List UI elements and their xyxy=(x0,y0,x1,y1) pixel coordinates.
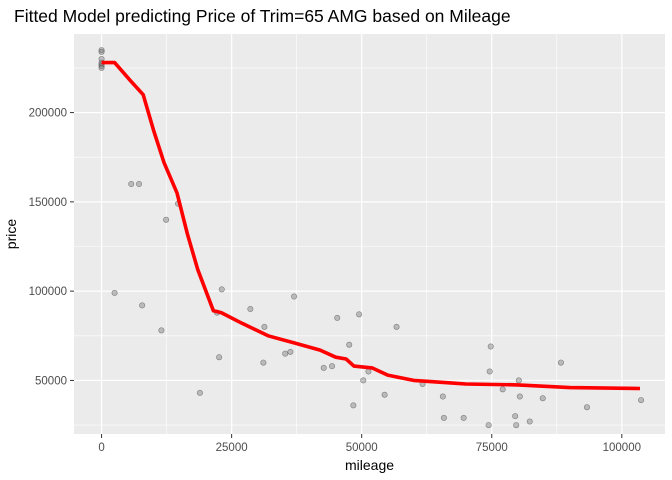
data-point xyxy=(526,418,533,425)
x-tick-label: 50000 xyxy=(346,442,378,454)
fitted-line xyxy=(101,60,641,391)
data-point xyxy=(98,64,105,71)
data-point xyxy=(260,359,267,366)
data-point xyxy=(460,414,467,421)
axes: 0 25000 50000 75000 100000 50000 100000 150000 2… xyxy=(3,108,641,473)
y-tick-label: 100000 xyxy=(29,286,67,298)
data-point xyxy=(516,393,523,400)
data-point xyxy=(139,302,146,309)
data-point xyxy=(439,393,446,400)
data-point xyxy=(218,286,225,293)
y-axis-title: price xyxy=(3,219,19,250)
data-point xyxy=(583,404,590,411)
data-point xyxy=(247,305,254,312)
data-point xyxy=(282,350,289,357)
y-tick-label: 50000 xyxy=(35,375,67,387)
x-axis-title: mileage xyxy=(345,457,394,473)
data-point xyxy=(512,413,519,420)
x-tick-label: 25000 xyxy=(216,442,248,454)
data-point xyxy=(356,311,363,318)
data-point xyxy=(381,391,388,398)
data-point xyxy=(128,181,135,188)
data-point xyxy=(539,395,546,402)
data-point xyxy=(291,293,298,300)
data-point xyxy=(485,422,492,429)
data-point xyxy=(98,48,105,55)
data-point xyxy=(158,327,165,334)
data-point xyxy=(136,181,143,188)
y-tick-label: 150000 xyxy=(29,197,67,209)
data-point xyxy=(515,377,522,384)
y-tick-label: 200000 xyxy=(29,108,67,120)
data-points xyxy=(98,47,645,429)
data-point xyxy=(261,323,268,330)
data-point xyxy=(216,354,223,361)
data-point xyxy=(111,289,118,296)
data-point xyxy=(98,47,105,54)
data-point xyxy=(487,343,494,350)
data-point xyxy=(499,386,506,393)
data-point xyxy=(329,363,336,370)
data-point xyxy=(360,377,367,384)
data-point xyxy=(320,364,327,371)
data-point xyxy=(513,422,520,429)
x-tick-label: 0 xyxy=(98,442,104,454)
data-point xyxy=(163,216,170,223)
data-point xyxy=(638,397,645,404)
data-point xyxy=(440,414,447,421)
data-point xyxy=(334,314,341,321)
fitted-line-layer xyxy=(101,60,641,391)
data-point xyxy=(346,341,353,348)
data-point xyxy=(393,323,400,330)
x-tick-label: 100000 xyxy=(603,442,641,454)
data-point xyxy=(350,402,357,409)
data-point xyxy=(486,368,493,375)
data-point xyxy=(287,348,294,355)
data-point xyxy=(196,389,203,396)
data-point xyxy=(365,368,372,375)
data-point xyxy=(557,359,564,366)
chart-title: Fitted Model predicting Price of Trim=65… xyxy=(14,6,511,26)
x-tick-label: 75000 xyxy=(476,442,508,454)
data-point xyxy=(98,63,105,70)
